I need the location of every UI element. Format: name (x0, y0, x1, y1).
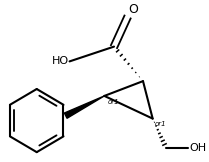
Text: O: O (129, 3, 138, 16)
Polygon shape (64, 96, 104, 118)
Text: OH: OH (189, 143, 206, 153)
Text: HO: HO (51, 56, 69, 66)
Text: or1: or1 (155, 121, 166, 127)
Text: or1: or1 (107, 99, 119, 105)
